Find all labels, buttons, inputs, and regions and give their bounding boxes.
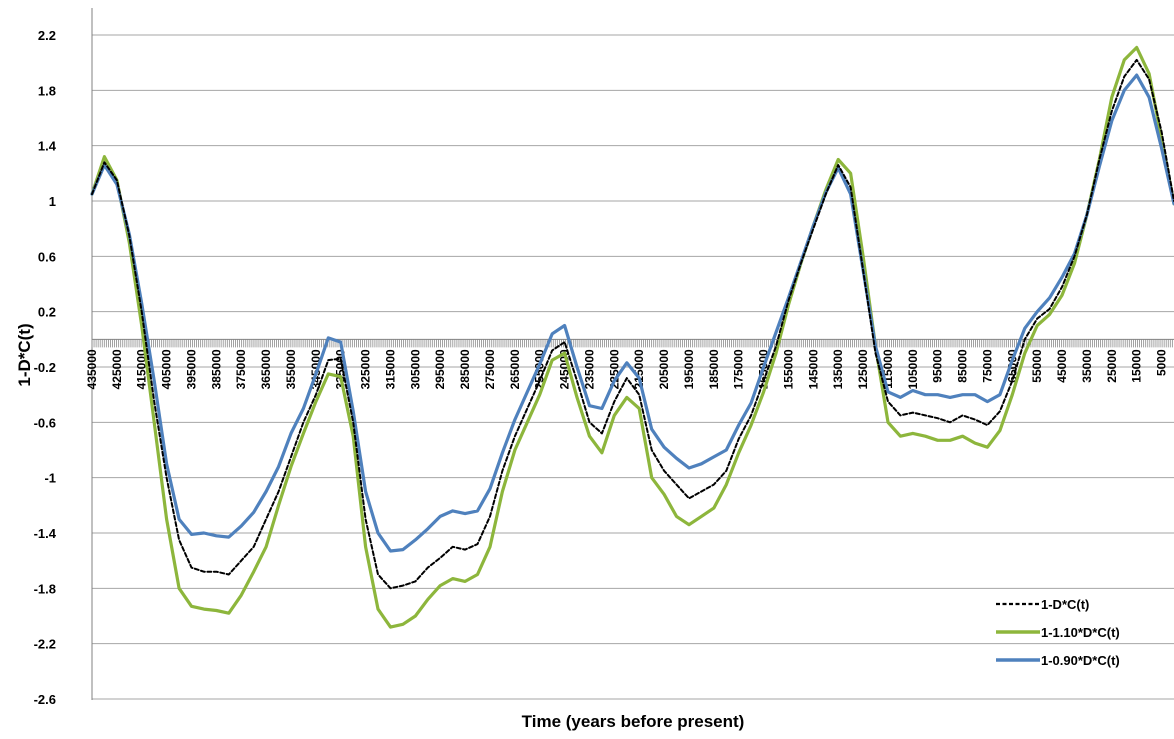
x-tick-label: 105000 <box>906 349 920 389</box>
x-tick-label: 175000 <box>732 349 746 389</box>
y-tick-labels: 2.2 1.8 1.4 1 0.6 0.2 -0.2 -0.6 -1 -1.4 -1.8 -2.2 -2… <box>34 28 57 707</box>
legend-item-series-1: 1-1.10*D*C(t) <box>996 625 1120 640</box>
x-axis-title: Time (years before present) <box>522 712 745 731</box>
series-line-0 <box>91 58 1174 590</box>
x-tick-label: 285000 <box>458 349 472 389</box>
y-tick-label: -2.2 <box>34 637 56 652</box>
x-minor-tick-marks <box>91 339 1173 348</box>
x-tick-label: 35000 <box>1080 349 1094 383</box>
y-tick-label: 0.2 <box>38 305 56 320</box>
x-tick-label: 225000 <box>607 349 621 389</box>
y-tick-label: -0.6 <box>34 415 56 430</box>
x-tick-label: 375000 <box>234 349 248 389</box>
x-axis-minor-ticks <box>91 339 1173 348</box>
y-tick-label: -0.2 <box>34 360 56 375</box>
x-tick-label: 125000 <box>856 349 870 389</box>
x-tick-label: 245000 <box>558 349 572 389</box>
x-tick-label: 195000 <box>682 349 696 389</box>
y-tick-label: 0.6 <box>38 249 56 264</box>
y-tick-label: 1 <box>49 194 56 209</box>
x-tick-label: 435000 <box>85 349 99 389</box>
y-tick-label: -1.8 <box>34 581 56 596</box>
x-tick-label: 395000 <box>185 349 199 389</box>
x-tick-label: 85000 <box>956 349 970 383</box>
y-tick-label: 2.2 <box>38 28 56 43</box>
x-tick-label: 325000 <box>359 349 373 389</box>
x-tick-label: 365000 <box>259 349 273 389</box>
x-tick-label: 55000 <box>1030 349 1044 383</box>
x-tick-labels: 435000 425000 415000 405000 395000 385000 3750… <box>85 349 1169 389</box>
series-line-1 <box>90 45 1174 629</box>
y-tick-label: -2.6 <box>34 692 56 707</box>
y-tick-label: -1 <box>44 471 56 486</box>
x-tick-label: 355000 <box>284 349 298 389</box>
x-tick-label: 405000 <box>160 349 174 389</box>
x-tick-label: 315000 <box>384 349 398 389</box>
x-tick-label: 155000 <box>782 349 796 389</box>
series-lines <box>90 45 1174 629</box>
legend-label-series-0: 1-D*C(t) <box>1041 597 1089 612</box>
x-tick-label: 265000 <box>508 349 522 389</box>
y-tick-label: 1.8 <box>38 83 56 98</box>
x-tick-label: 15000 <box>1130 349 1144 383</box>
series-line-2 <box>90 73 1174 553</box>
x-tick-label: 275000 <box>483 349 497 389</box>
x-tick-label: 45000 <box>1055 349 1069 383</box>
legend-label-series-2: 1-0.90*D*C(t) <box>1041 653 1120 668</box>
legend-item-series-0: 1-D*C(t) <box>996 597 1089 612</box>
y-tick-label: 1.4 <box>38 139 57 154</box>
x-tick-label: 145000 <box>806 349 820 389</box>
x-tick-label: 25000 <box>1105 349 1119 383</box>
x-tick-label: 215000 <box>632 349 646 389</box>
x-tick-label: 5000 <box>1155 349 1169 376</box>
x-tick-label: 295000 <box>433 349 447 389</box>
x-tick-label: 385000 <box>209 349 223 389</box>
legend: 1-D*C(t) 1-1.10*D*C(t) 1-0.90*D*C(t) <box>996 597 1120 668</box>
legend-item-series-2: 1-0.90*D*C(t) <box>996 653 1120 668</box>
x-tick-label: 305000 <box>408 349 422 389</box>
y-axis-title: 1-D*C(t) <box>15 323 34 386</box>
x-tick-label: 185000 <box>707 349 721 389</box>
axes <box>91 8 1174 700</box>
x-tick-label: 135000 <box>831 349 845 389</box>
gridlines <box>92 34 1174 700</box>
x-tick-label: 75000 <box>980 349 994 383</box>
x-tick-label: 95000 <box>931 349 945 383</box>
legend-label-series-1: 1-1.10*D*C(t) <box>1041 625 1120 640</box>
x-tick-label: 425000 <box>110 349 124 389</box>
x-tick-label: 205000 <box>657 349 671 389</box>
y-tick-label: -1.4 <box>34 526 57 541</box>
x-tick-label: 235000 <box>583 349 597 389</box>
